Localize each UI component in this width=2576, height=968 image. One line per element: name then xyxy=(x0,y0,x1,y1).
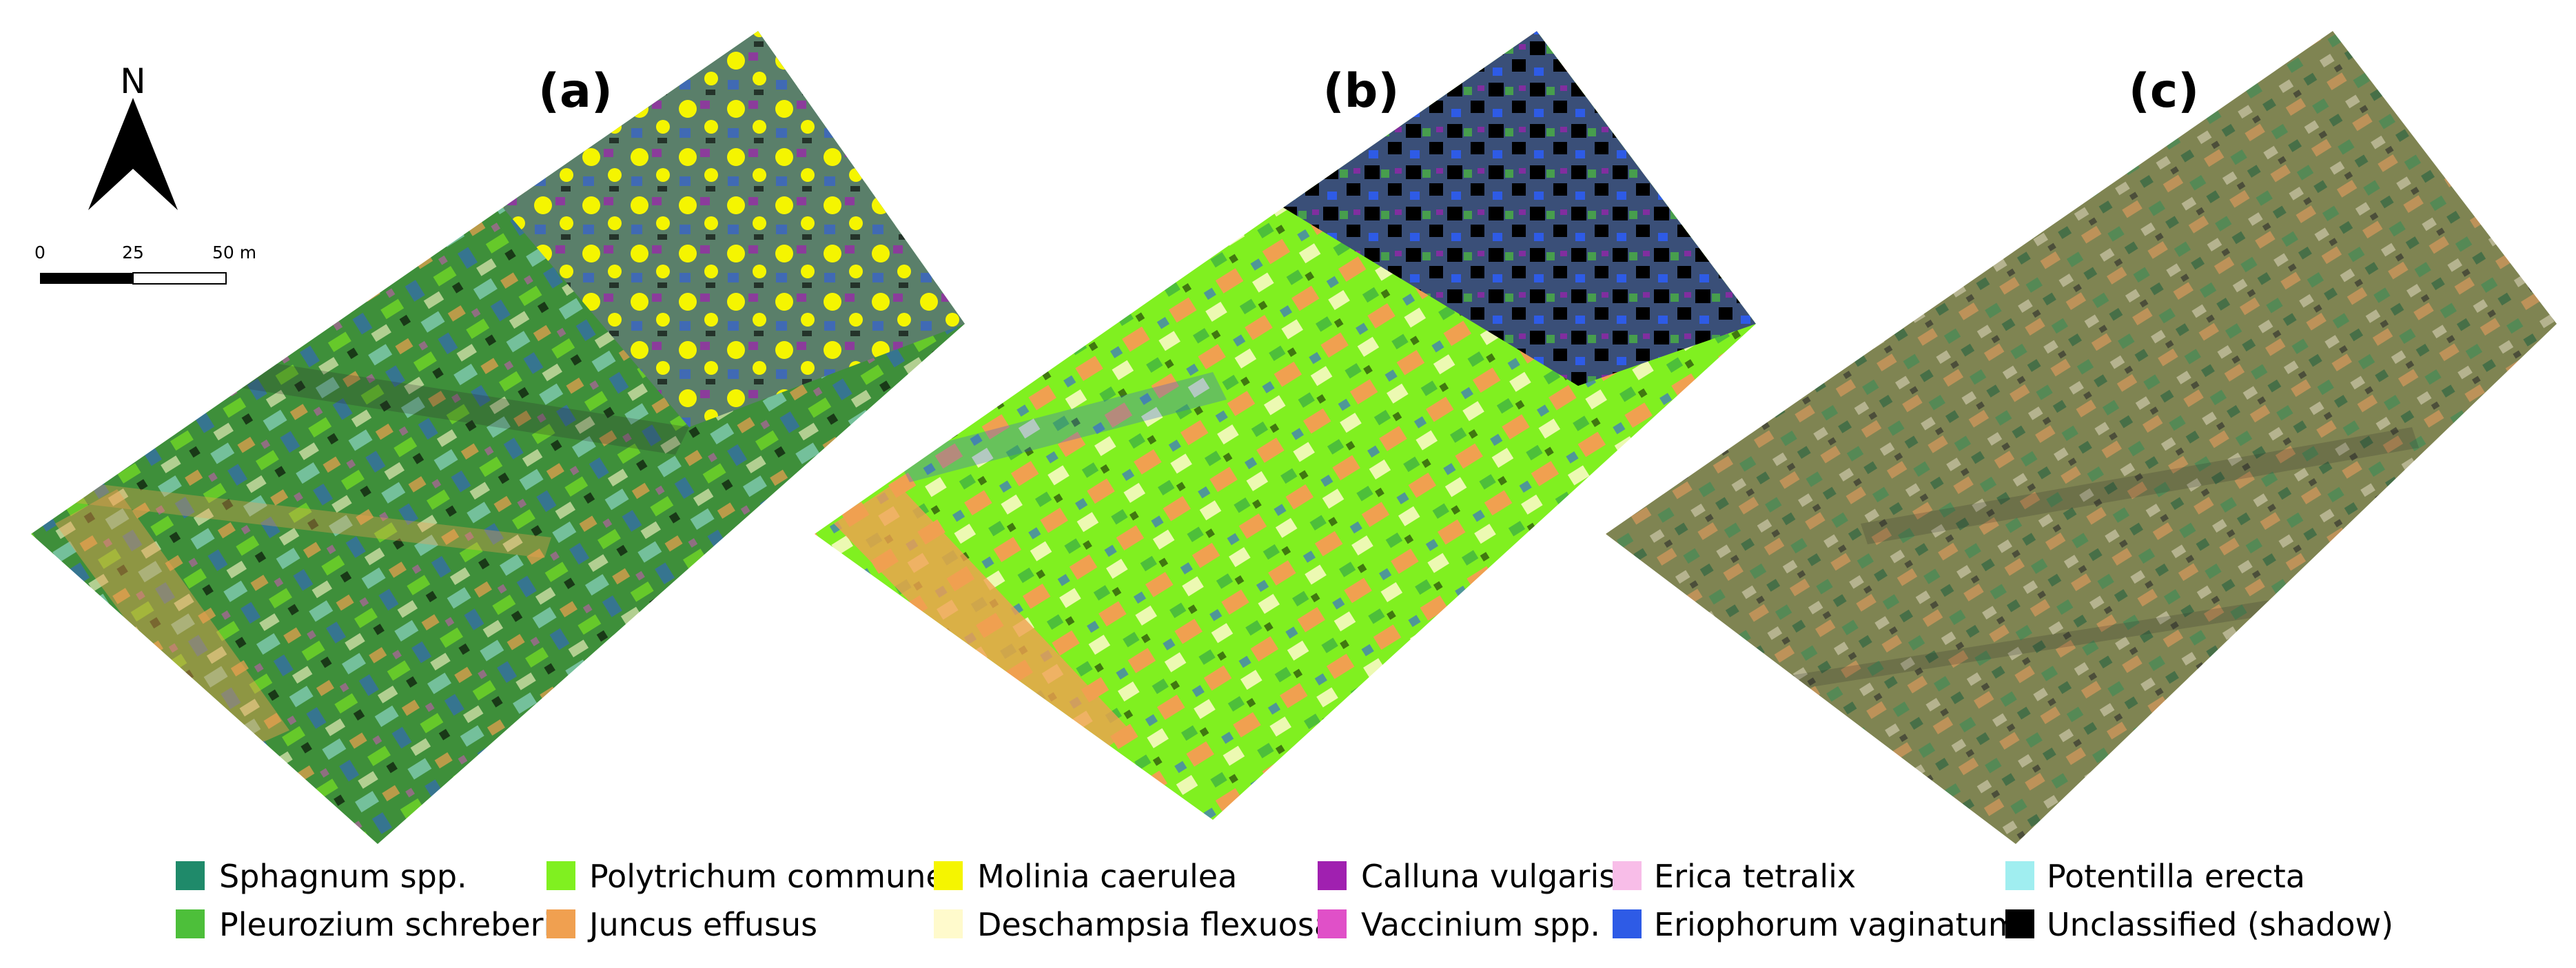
panel-label-b: (b) xyxy=(1323,64,1400,119)
legend-label: Calluna vulgaris xyxy=(1361,858,1615,895)
legend-swatch xyxy=(1318,909,1347,938)
legend-label: Juncus effusus xyxy=(587,906,817,943)
legend-swatch xyxy=(176,861,205,890)
map-panel-b xyxy=(815,31,1756,820)
map-panel-a xyxy=(31,31,965,844)
legend-swatch xyxy=(2005,861,2034,890)
legend-label: Potentilla erecta xyxy=(2047,858,2305,895)
scale-bar-black-segment xyxy=(40,273,133,284)
legend-label: Erica tetralix xyxy=(1654,858,1856,895)
legend-swatch xyxy=(2005,909,2034,938)
legend-swatch xyxy=(1318,861,1347,890)
legend-swatch xyxy=(934,909,963,938)
scale-tick-0: 0 xyxy=(34,243,45,262)
legend-label: Sphagnum spp. xyxy=(219,858,467,895)
panel-label-a: (a) xyxy=(538,64,613,119)
legend-label: Deschampsia flexuosa xyxy=(977,906,1333,943)
legend-swatch xyxy=(934,861,963,890)
north-arrow: N xyxy=(88,61,178,210)
north-label: N xyxy=(120,61,145,101)
legend-label: Molinia caerulea xyxy=(977,858,1237,895)
legend-label: Unclassified (shadow) xyxy=(2047,906,2393,943)
scale-bar: 0 25 50 m xyxy=(34,243,256,285)
north-arrow-icon xyxy=(88,98,133,210)
legend-swatch xyxy=(546,909,575,938)
legend-label: Eriophorum vaginatum xyxy=(1654,906,2019,943)
panel-label-c: (c) xyxy=(2129,64,2199,119)
legend-swatch xyxy=(176,909,205,938)
scale-tick-25: 25 xyxy=(122,243,144,262)
legend-label: Vaccinium spp. xyxy=(1361,906,1600,943)
scale-tick-50: 50 m xyxy=(212,243,256,262)
legend-swatch xyxy=(1613,909,1642,938)
legend-swatch xyxy=(1613,861,1642,890)
scale-bar-white-segment xyxy=(132,272,227,285)
legend-label: Polytrichum commune xyxy=(589,858,945,895)
legend-label: Pleurozium schreberi xyxy=(219,906,552,943)
legend: Sphagnum spp. Pleurozium schreberi Polyt… xyxy=(176,858,2393,943)
legend-swatch xyxy=(546,861,575,890)
map-panel-c xyxy=(1606,31,2557,844)
